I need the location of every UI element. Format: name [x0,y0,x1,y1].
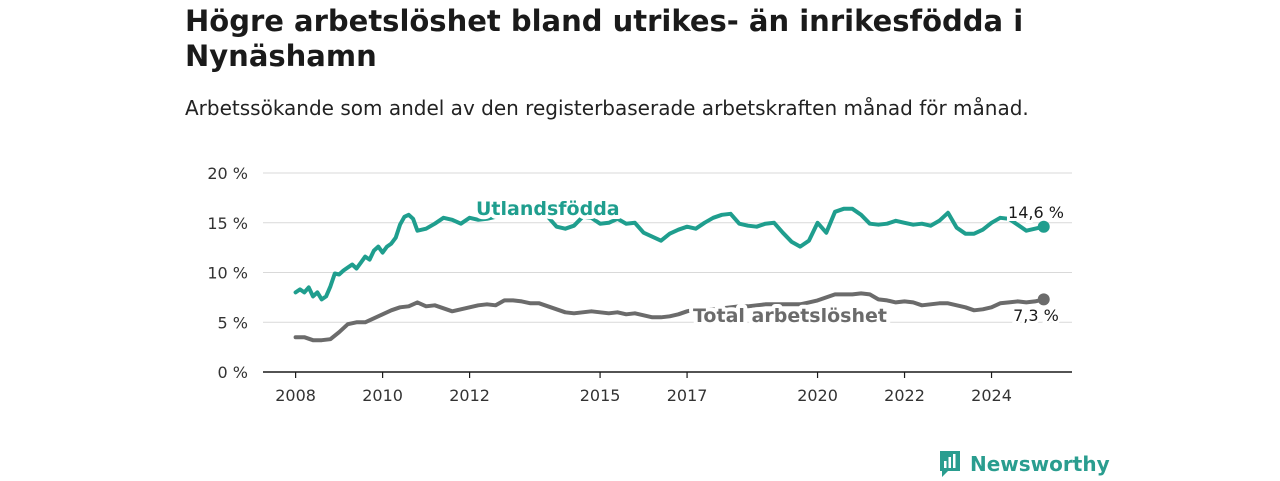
chart-subtitle: Arbetssökande som andel av den registerb… [185,96,1029,120]
x-axis: 2008 2010 2012 2015 2017 2020 2022 2024 [263,371,1072,405]
x-tick-label: 2024 [971,386,1012,405]
newsworthy-logo-icon [940,451,960,477]
end-label-total: 7,3 % [1013,306,1059,325]
y-tick-label: 15 % [207,214,248,233]
x-tick-label: 2022 [884,386,925,405]
y-tick-label: 0 % [218,363,248,382]
series-line-utlandsfodda [293,206,1046,302]
y-tick-label: 10 % [207,264,248,283]
x-tick-label: 2020 [797,386,838,405]
x-tick-label: 2008 [275,386,316,405]
end-label-utlandsfodda: 14,6 % [1008,203,1064,222]
brand-name: Newsworthy [970,452,1110,476]
chart-title: Högre arbetslöshet bland utrikes- än inr… [185,4,1024,73]
x-tick-label: 2012 [449,386,490,405]
series-label-utlandsfodda: Utlandsfödda [476,198,620,220]
series-label-total: Total arbetslöshet [693,305,887,327]
y-axis: 0 % 5 % 10 % 15 % 20 % [207,164,248,382]
x-tick-label: 2017 [667,386,708,405]
brand-logo: Newsworthy [938,447,1110,481]
x-tick-label: 2015 [580,386,621,405]
y-tick-label: 5 % [218,313,248,332]
y-tick-label: 20 % [207,164,248,183]
series-line-total [293,291,1046,343]
series-lines [293,206,1050,343]
series-labels: Utlandsfödda Total arbetslöshet 14,6 % 7,3 … [472,194,1067,331]
end-point-total [1037,293,1050,306]
end-point-utlandsfodda [1037,220,1050,233]
x-tick-label: 2010 [362,386,403,405]
